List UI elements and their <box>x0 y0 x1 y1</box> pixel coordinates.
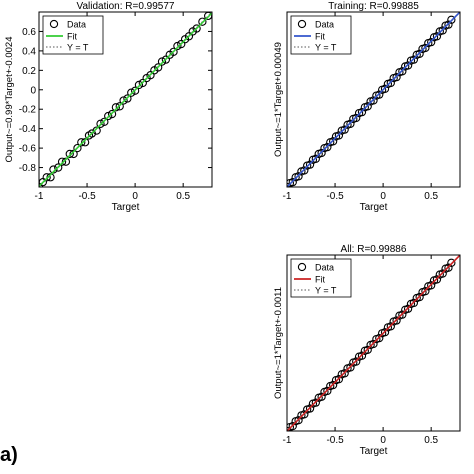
data-point <box>169 47 178 57</box>
y-axis-label: Output~=0.99*Target+-0.0024 <box>4 37 15 163</box>
legend-entry: Data <box>315 263 334 273</box>
legend-entry: Y = T <box>315 43 337 53</box>
data-point <box>119 96 128 105</box>
y-tick-label: -0.6 <box>19 144 37 155</box>
regression-plot-3: -1 -0.5 0 0.5 All: R=0.99886 Target Output~=1*… <box>273 244 461 457</box>
data-point <box>111 103 121 112</box>
legend-entry: Data <box>315 20 334 30</box>
legend-entry: Fit <box>315 32 325 42</box>
axes-frame <box>38 11 213 188</box>
legend-entry: Y = T <box>315 286 337 296</box>
fit-line <box>39 12 212 187</box>
x-axis-label: Target <box>360 446 388 457</box>
fit-line <box>287 12 460 187</box>
data-point <box>80 138 90 147</box>
x-tick-label: -0.5 <box>326 435 344 446</box>
data-point <box>57 157 67 166</box>
data-point <box>107 109 117 119</box>
data-point <box>157 57 167 66</box>
data-point <box>192 24 201 33</box>
y-tick-label: 0.2 <box>22 66 36 77</box>
y-tick-label: -0.8 <box>19 163 37 174</box>
x-axis-label: Target <box>360 202 388 213</box>
figure-label: a) <box>0 444 18 466</box>
y-tick-label: 0 <box>30 85 36 96</box>
data-point <box>100 117 109 127</box>
data-point <box>69 149 78 159</box>
legend-entry: Data <box>67 20 86 30</box>
x-tick-label: 0.5 <box>176 191 190 202</box>
chart-title: Training: R=0.99885 <box>328 1 419 12</box>
data-markers <box>287 15 456 187</box>
data-point <box>154 63 163 72</box>
legend-entry: Fit <box>67 32 77 42</box>
legend-data-marker <box>49 19 59 29</box>
data-point <box>115 102 124 111</box>
regression-plot-1: -1 -0.5 0 0.5 -0.8 -0.6 -0.4 -0.2 0 0.2 0.4 0.6 Vali… <box>4 1 213 213</box>
x-tick-label: 0 <box>380 435 386 446</box>
data-point <box>447 258 456 267</box>
data-point <box>49 165 58 174</box>
x-tick-label: -1 <box>35 191 44 202</box>
y-axis-label: Output~=1*Target+0.00049 <box>273 42 284 157</box>
data-point <box>198 17 207 26</box>
data-point <box>130 86 140 95</box>
data-point <box>127 88 136 97</box>
data-point <box>92 126 101 135</box>
axes-frame <box>286 11 461 188</box>
y-tick-label: -0.2 <box>19 105 37 116</box>
x-tick-label: -1 <box>283 435 292 446</box>
data-point <box>54 163 63 172</box>
data-point <box>73 143 82 153</box>
y-tick-label: -0.4 <box>19 124 37 135</box>
data-point <box>173 41 182 51</box>
data-point <box>65 149 74 159</box>
x-tick-label: -0.5 <box>78 191 96 202</box>
data-point <box>42 173 51 182</box>
data-point <box>61 157 71 166</box>
data-markers <box>39 12 212 187</box>
legend-data-marker <box>297 262 307 272</box>
legend-box <box>42 15 104 55</box>
x-tick-label: 0.5 <box>424 191 438 202</box>
chart-title: All: R=0.99886 <box>341 244 407 255</box>
legend-box <box>290 258 352 298</box>
x-tick-label: 0 <box>132 191 138 202</box>
axes-frame <box>286 254 461 432</box>
data-point <box>104 111 113 121</box>
legend-box <box>290 15 352 55</box>
legend-entry: Y = T <box>67 43 89 53</box>
data-point <box>77 138 86 147</box>
x-tick-label: -1 <box>283 191 292 202</box>
data-point <box>96 119 105 128</box>
x-axis-label: Target <box>112 202 140 213</box>
data-point <box>134 80 144 90</box>
y-tick-label: 0.6 <box>22 27 36 38</box>
data-markers <box>287 258 456 431</box>
y-axis-label: Output~=1*Target+-0.0011 <box>273 287 284 399</box>
x-tick-label: -0.5 <box>326 191 344 202</box>
x-tick-label: 0.5 <box>424 435 438 446</box>
y-tick-label: 0.4 <box>22 46 36 57</box>
data-point <box>123 94 132 103</box>
legend-entry: Fit <box>315 275 325 285</box>
regression-plot-2: -1 -0.5 0 0.5 Training: R=0.99885 Target Outpu… <box>273 1 461 213</box>
fit-line <box>287 255 460 431</box>
x-tick-label: 0 <box>380 191 386 202</box>
chart-title: Validation: R=0.99577 <box>77 1 175 12</box>
legend-data-marker <box>297 19 307 29</box>
data-point <box>447 15 456 24</box>
